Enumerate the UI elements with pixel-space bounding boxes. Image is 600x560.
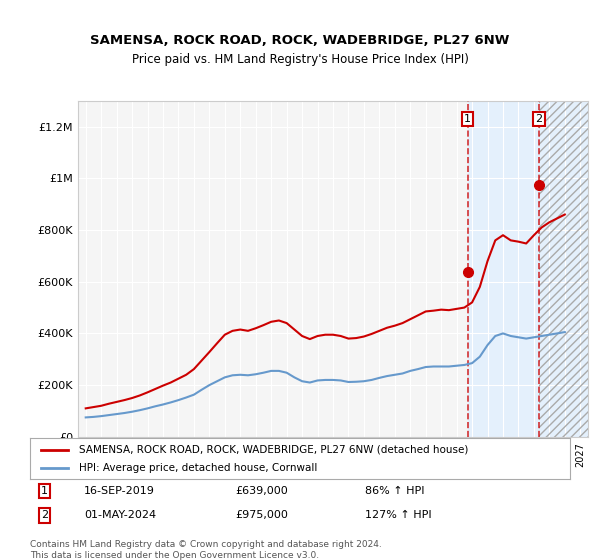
Text: 86% ↑ HPI: 86% ↑ HPI: [365, 486, 424, 496]
Text: 2: 2: [41, 510, 48, 520]
Bar: [539, 101, 588, 437]
Text: £975,000: £975,000: [235, 510, 288, 520]
Text: 2: 2: [535, 114, 542, 124]
Text: £639,000: £639,000: [235, 486, 288, 496]
Text: Contains HM Land Registry data © Crown copyright and database right 2024.
This d: Contains HM Land Registry data © Crown c…: [30, 540, 382, 560]
Text: 16-SEP-2019: 16-SEP-2019: [84, 486, 155, 496]
Text: 127% ↑ HPI: 127% ↑ HPI: [365, 510, 431, 520]
Text: HPI: Average price, detached house, Cornwall: HPI: Average price, detached house, Corn…: [79, 463, 317, 473]
Text: 1: 1: [41, 486, 48, 496]
Text: 01-MAY-2024: 01-MAY-2024: [84, 510, 156, 520]
Text: SAMENSA, ROCK ROAD, ROCK, WADEBRIDGE, PL27 6NW: SAMENSA, ROCK ROAD, ROCK, WADEBRIDGE, PL…: [91, 34, 509, 46]
Bar: [468, 101, 588, 437]
Text: Price paid vs. HM Land Registry's House Price Index (HPI): Price paid vs. HM Land Registry's House …: [131, 53, 469, 66]
Text: SAMENSA, ROCK ROAD, ROCK, WADEBRIDGE, PL27 6NW (detached house): SAMENSA, ROCK ROAD, ROCK, WADEBRIDGE, PL…: [79, 445, 468, 455]
Bar: [539, 101, 588, 437]
Text: 1: 1: [464, 114, 471, 124]
